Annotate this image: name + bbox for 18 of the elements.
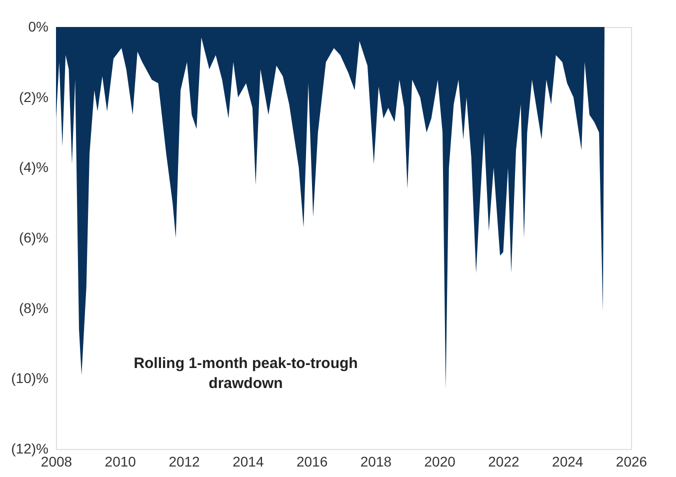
x-tick-label: 2014 — [232, 454, 264, 470]
x-tick-label: 2020 — [424, 454, 456, 470]
y-tick-label: (4)% — [18, 159, 48, 176]
x-tick-label: 2012 — [168, 454, 200, 470]
y-tick-label: (2)% — [18, 88, 48, 105]
y-tick-label: (8)% — [18, 300, 48, 316]
x-tick-label: 2018 — [360, 454, 392, 470]
y-tick-label: (6)% — [18, 230, 48, 246]
annotation: Rolling 1-month peak-to-trough drawdown — [134, 355, 358, 392]
x-tick-label: 2024 — [552, 454, 584, 470]
x-tick-label: 2010 — [104, 454, 136, 470]
x-tick-label: 2022 — [488, 454, 520, 470]
y-tick-label: 0% — [28, 18, 48, 34]
y-tick-label: (10)% — [11, 370, 48, 386]
x-tick-label: 2016 — [296, 454, 328, 470]
x-tick-label: 2008 — [40, 454, 72, 470]
y-tick-label: (12)% — [11, 440, 48, 456]
x-tick-label: 2026 — [616, 454, 648, 470]
